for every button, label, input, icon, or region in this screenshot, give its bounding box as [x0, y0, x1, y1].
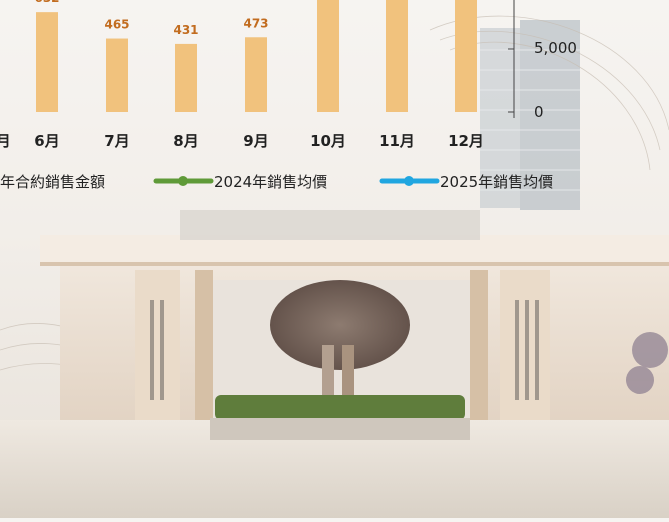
bar-4 [175, 43, 197, 112]
bar-7 [386, 0, 408, 112]
legend-item-1: 年合約銷售金額 [0, 173, 105, 191]
bar-5 [245, 37, 267, 112]
x-tick-label: 9月 [243, 132, 268, 150]
bar-value-label: 465 [104, 18, 129, 32]
chart-area: 632465431473 5月6月7月8月9月10月11月12月 5,0000 … [0, 0, 669, 200]
legend-item-3: 2025年銷售均價 [440, 173, 553, 191]
plants-icon [626, 332, 668, 394]
x-tick-label: 12月 [448, 132, 484, 150]
x-tick-label: 10月 [310, 132, 346, 150]
bar-8 [455, 0, 477, 112]
bar-value-label: 431 [173, 23, 198, 37]
legend: 年合約銷售金額 2024年銷售均價 2025年銷售均價 [0, 173, 553, 191]
bar-6 [317, 0, 339, 112]
bar-value-label: 632 [34, 0, 59, 5]
legend-marker [404, 176, 414, 186]
hedge-icon [215, 395, 465, 420]
x-tick-label: 11月 [379, 132, 415, 150]
y-tick-label: 5,000 [534, 39, 577, 57]
bar-value-label: 473 [243, 16, 268, 30]
bar-labels-group: 632 465 431 473 [34, 0, 268, 37]
bar-3 [106, 38, 128, 112]
x-tick-label: 5月 [0, 132, 11, 150]
secondary-y-axis-ticks: 5,000 0 [534, 39, 577, 121]
x-tick-label: 8月 [173, 132, 198, 150]
bar-2 [36, 12, 58, 113]
y-tick-label: 0 [534, 103, 544, 121]
tower-icon [480, 20, 580, 210]
x-axis-ticks: 5月 6月 7月 8月 9月 10月 11月 12月 [0, 132, 484, 150]
bar-chart: 632465431473 5月6月7月8月9月10月11月12月 5,0000 … [0, 0, 577, 191]
tree-icon [270, 280, 410, 395]
x-tick-label: 6月 [34, 132, 59, 150]
x-tick-label: 7月 [104, 132, 129, 150]
legend-item-2: 2024年銷售均價 [214, 173, 327, 191]
bars-group [36, 0, 477, 113]
legend-marker [178, 176, 188, 186]
